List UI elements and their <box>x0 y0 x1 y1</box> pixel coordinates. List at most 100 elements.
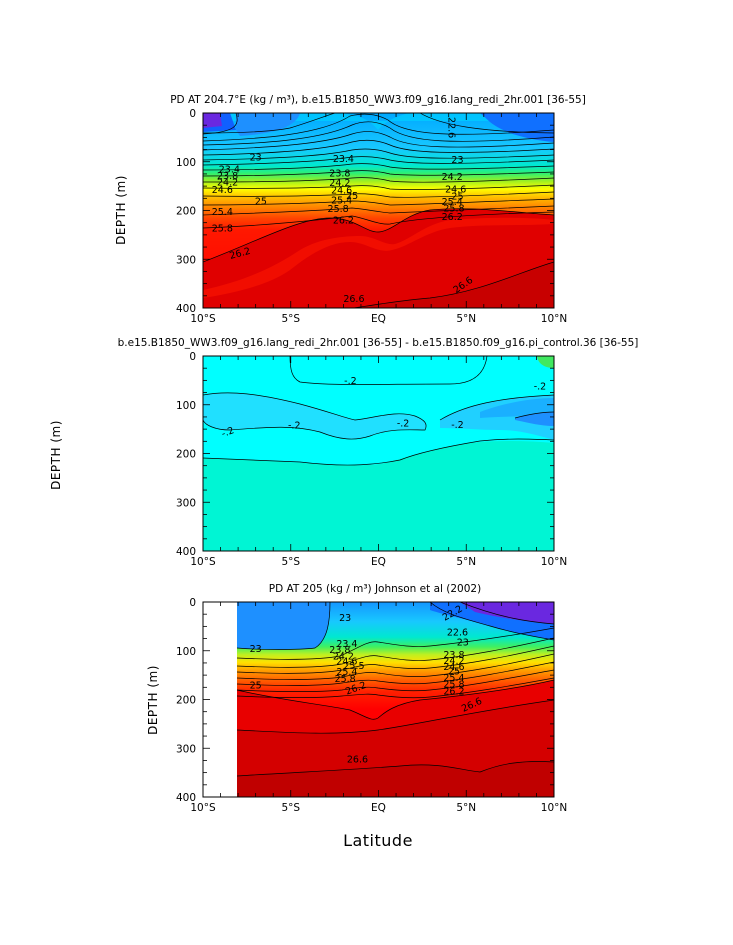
contour-label: -.2 <box>397 418 410 429</box>
panel-2-cyan-region <box>203 356 554 466</box>
contour-label: 26.2 <box>442 212 463 223</box>
y-tick-label: 0 <box>189 351 196 363</box>
x-tick-label: EQ <box>371 313 386 325</box>
contour-label: 25 <box>346 191 358 202</box>
contour-label: 23 <box>339 613 351 624</box>
y-tick-label: 300 <box>176 254 196 266</box>
contour-label: 25.4 <box>443 673 464 684</box>
contour-label: 26.6 <box>343 294 364 305</box>
contour-label: 24.6 <box>443 662 464 673</box>
contour-label: 23.4 <box>333 154 354 165</box>
panel-1-red-band <box>203 217 554 298</box>
panel-1: PD AT 204.7°E (kg / m³), b.e15.B1850_WW3… <box>114 94 586 325</box>
panel-1-ylabel: DEPTH (m) <box>114 175 128 245</box>
y-tick-label: 400 <box>176 546 196 558</box>
contour-label: 24.2 <box>333 652 354 663</box>
panel-1-axes: 10°S 5°S EQ 5°N 10°N 0 100 200 300 400 <box>176 108 567 325</box>
contour-label: 22.6 <box>446 117 457 138</box>
contour-label: 25.8 <box>328 204 349 215</box>
contour-label: 26.2 <box>333 215 354 226</box>
panel-2-ylabel: DEPTH (m) <box>49 420 63 490</box>
panel-2-right-deeper <box>480 398 554 418</box>
panel-1-blue-patch-right <box>480 113 554 142</box>
x-tick-label: 5°N <box>456 802 476 814</box>
contour-label: 23 <box>457 637 469 648</box>
y-tick-label: 200 <box>176 695 196 707</box>
panel-2-right-deepest <box>515 412 554 426</box>
contour-label: 24.6 <box>212 185 233 196</box>
panel-2-field <box>203 356 554 551</box>
panel-3-blue-left <box>237 602 330 650</box>
panel-3-contours <box>236 602 554 777</box>
panel-2-contours <box>203 356 554 466</box>
y-tick-label: 300 <box>176 743 196 755</box>
panel-3-field <box>236 602 554 797</box>
panel-3-contour-labels: 232322.62322.223.423.824.224.625.52525.4… <box>250 604 484 766</box>
contour-label: 24.6 <box>445 185 466 196</box>
contour-label: 23 <box>451 155 463 166</box>
panel-2-contour-labels: -.2 -.2 -.2 -.2 -.2 -.2 <box>220 376 546 440</box>
y-tick-label: 0 <box>189 108 196 120</box>
contour-label: 25.8 <box>443 204 464 215</box>
x-tick-label: 5°S <box>281 556 300 568</box>
contour-label: 25.8 <box>443 679 464 690</box>
contour-label: 25.8 <box>212 224 233 235</box>
y-tick-label: 100 <box>176 646 196 658</box>
contour-label: 26.2 <box>228 246 251 262</box>
panel-1-title: PD AT 204.7°E (kg / m³), b.e15.B1850_WW3… <box>170 94 586 106</box>
contour-label: 23 <box>250 644 262 655</box>
contour-label: -.2 <box>451 420 464 431</box>
x-tick-label: 5°N <box>456 556 476 568</box>
x-tick-label: 5°N <box>456 313 476 325</box>
contour-label: 23.8 <box>217 171 238 182</box>
contour-label: 24.2 <box>443 656 464 667</box>
contour-label: -.2 <box>344 376 357 387</box>
contour-label: 25.4 <box>212 207 233 218</box>
panel-1-field <box>203 113 554 308</box>
contour-label: 23.8 <box>329 645 350 656</box>
panel-2-axes: 10°S 5°S EQ 5°N 10°N 0 100 200 300 400 <box>176 351 567 568</box>
y-tick-label: 100 <box>176 157 196 169</box>
x-tick-label: EQ <box>371 802 386 814</box>
y-tick-label: 200 <box>176 449 196 461</box>
contour-label: 25.5 <box>343 661 364 672</box>
contour-label: 25.4 <box>336 667 357 678</box>
panel-3-violet-right <box>460 602 554 624</box>
panel-3-deepest-red <box>237 761 554 797</box>
y-tick-label: 400 <box>176 303 196 315</box>
contour-label: 25 <box>451 191 463 202</box>
contour-label: 23.4 <box>336 639 357 650</box>
x-tick-label: 10°N <box>541 556 567 568</box>
contour-label: -.2 <box>534 382 547 393</box>
x-tick-label: 10°S <box>190 313 216 325</box>
x-axis-label: Latitude <box>343 831 413 850</box>
panel-2-title: b.e15.B1850_WW3.f09_g16.lang_redi_2hr.00… <box>118 337 639 349</box>
y-tick-label: 400 <box>176 792 196 804</box>
x-tick-label: EQ <box>371 556 386 568</box>
contour-label: 22.6 <box>447 628 468 639</box>
y-tick-label: 100 <box>176 400 196 412</box>
contour-label: 23 <box>250 152 262 163</box>
panel-3-axes: 10°S 5°S EQ 5°N 10°N 0 100 200 300 400 <box>176 597 567 814</box>
contour-label: 23.4 <box>219 165 240 176</box>
panel-2: b.e15.B1850_WW3.f09_g16.lang_redi_2hr.00… <box>49 337 638 568</box>
contour-label: -.2 <box>220 425 236 440</box>
contour-label: 25.8 <box>335 674 356 685</box>
y-tick-label: 300 <box>176 497 196 509</box>
panel-3-ylabel: DEPTH (m) <box>146 665 160 735</box>
x-tick-label: 5°S <box>281 802 300 814</box>
contour-label: 24.2 <box>329 178 350 189</box>
panel-1-deep-red <box>203 208 554 308</box>
x-tick-label: 5°S <box>281 313 300 325</box>
panel-2-green-patch <box>537 356 554 368</box>
y-tick-label: 0 <box>189 597 196 609</box>
contour-label: 25 <box>448 667 460 678</box>
panel-1-blue-patch-mid <box>236 113 300 136</box>
contour-label: 23.8 <box>329 168 350 179</box>
panel-1-deepest-red <box>203 262 554 308</box>
x-tick-label: 10°N <box>541 802 567 814</box>
contour-label: 24.6 <box>331 186 352 197</box>
panel-1-violet-patch <box>203 113 222 128</box>
x-tick-label: 10°S <box>190 802 216 814</box>
contour-label: 25.4 <box>442 197 463 208</box>
